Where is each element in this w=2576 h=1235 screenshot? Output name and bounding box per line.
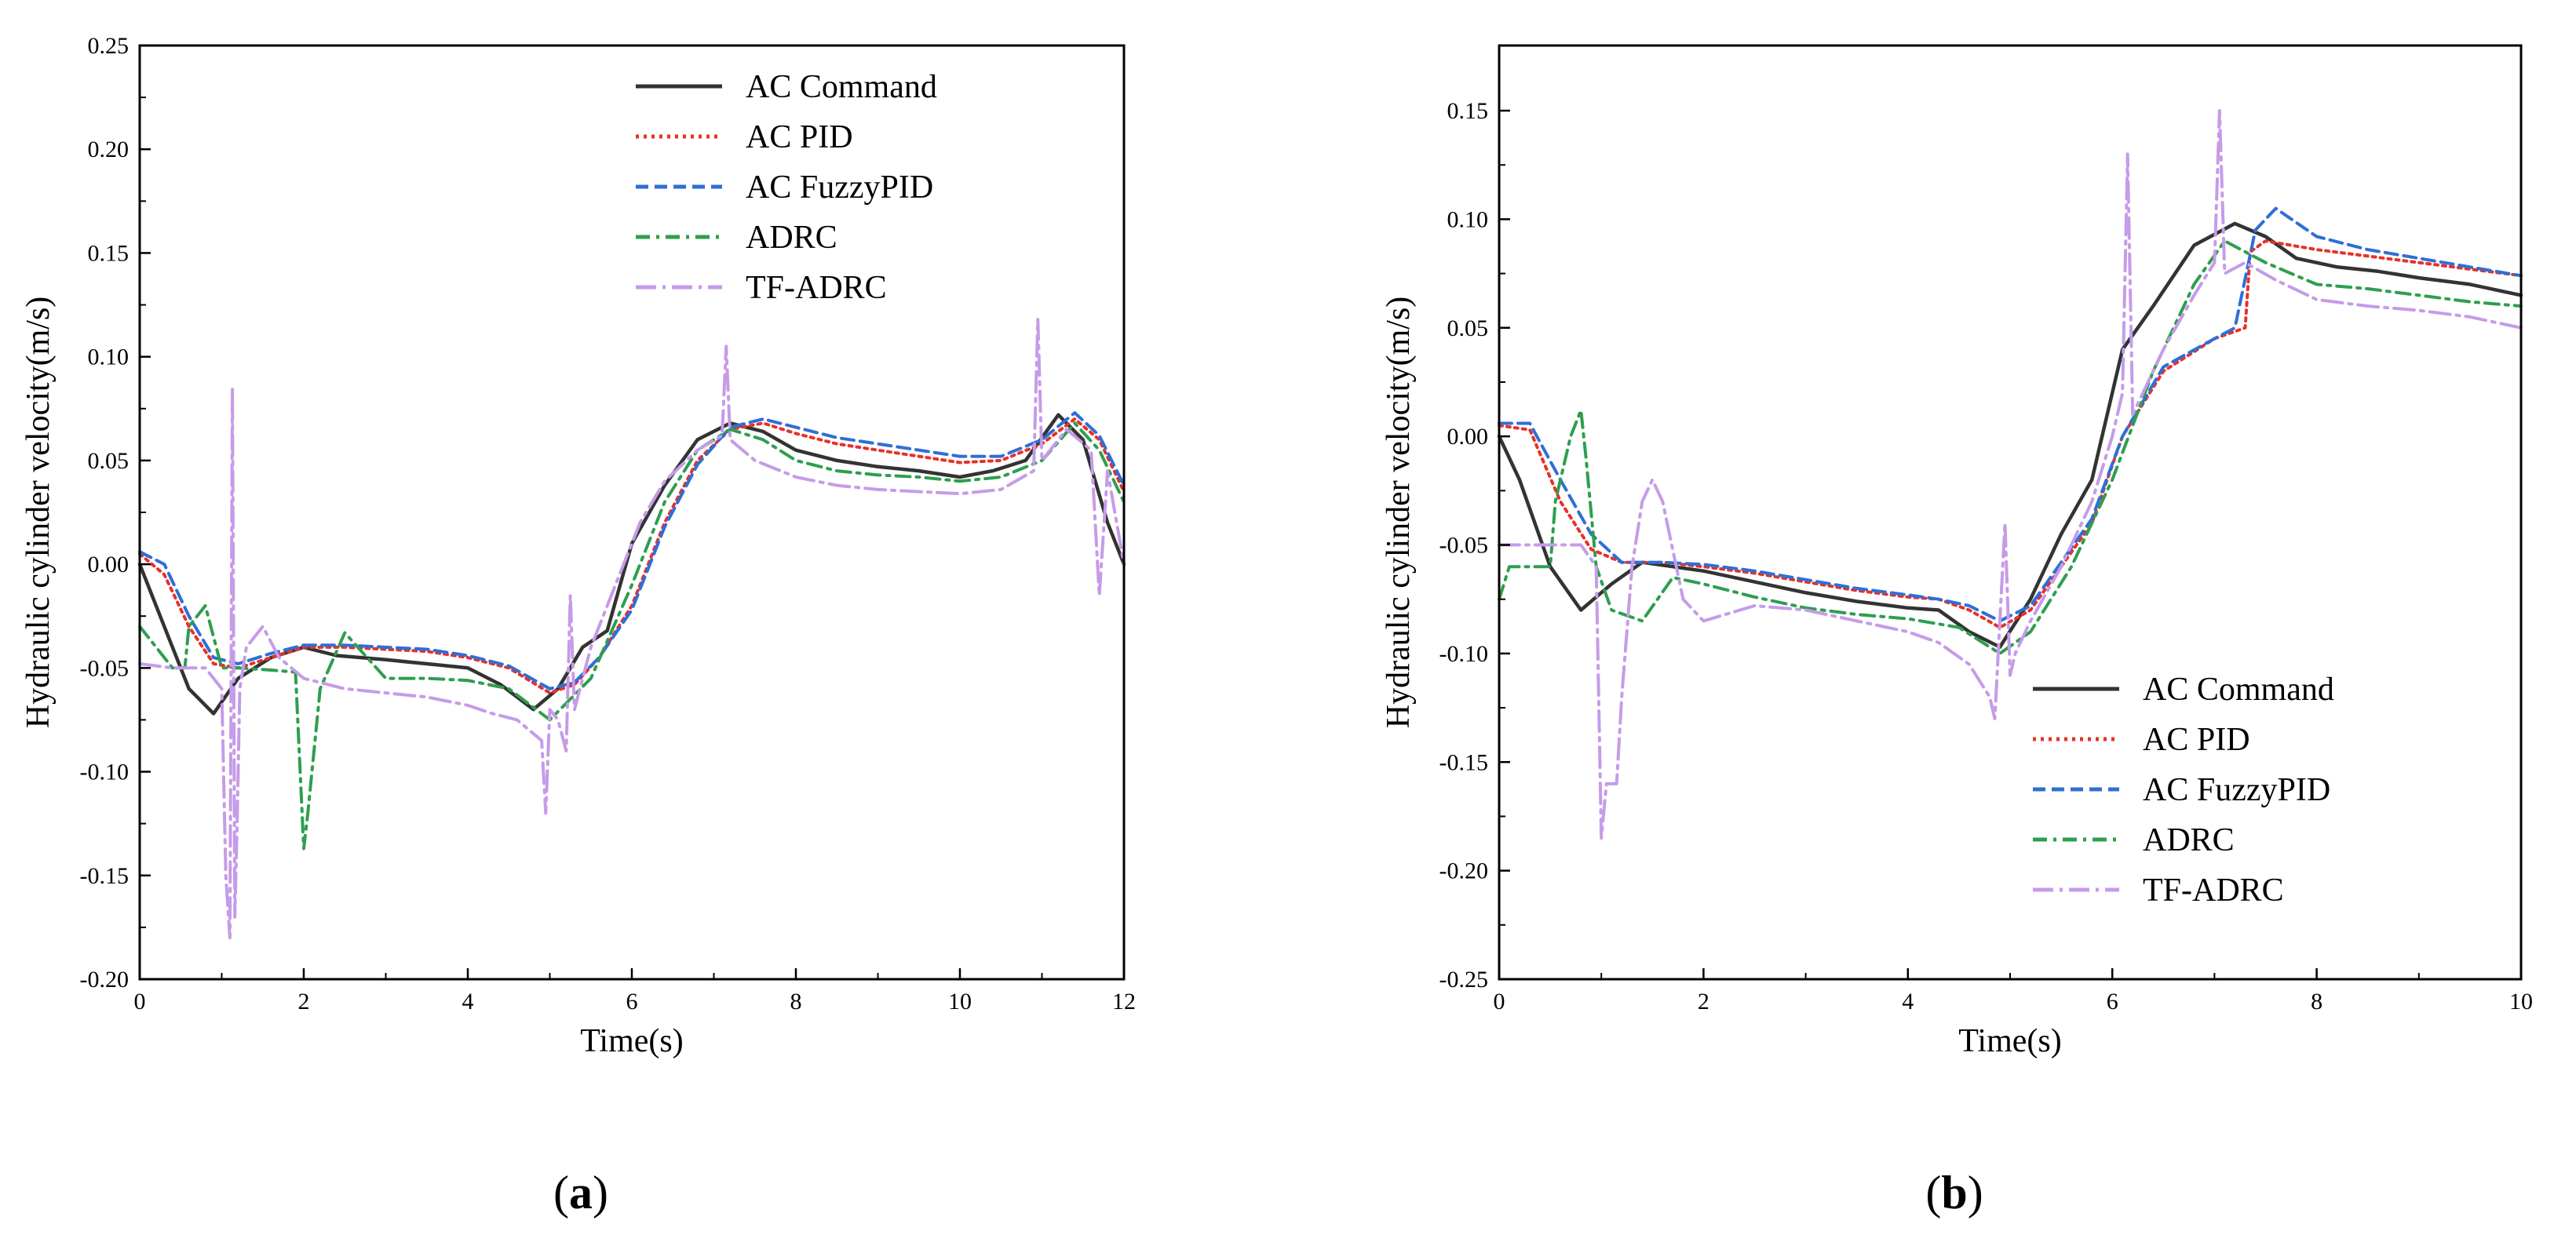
panel-a-plot-frame <box>138 44 1126 981</box>
panel-b-y-tick-label: -0.10 <box>1439 641 1489 667</box>
panel-a-y-tick-label: 0.20 <box>88 137 130 162</box>
panel-b-y-tick-label: 0.00 <box>1447 424 1489 450</box>
panel-b-series-adrc <box>1498 239 2523 655</box>
panel-a-y-tick-label: 0.00 <box>88 552 130 577</box>
panel-b-x-tick-label: 8 <box>2311 989 2322 1015</box>
panel-a-x-tick-label: 10 <box>948 989 972 1015</box>
panel-a-series-pid <box>138 417 1126 695</box>
panel-a-y-tick-label: -0.15 <box>80 863 130 889</box>
panel-b-series-tfadrc <box>1498 109 2523 840</box>
panel-a-letter: a <box>569 1167 593 1219</box>
panel-a-x-tick-label: 2 <box>298 989 310 1015</box>
panel-a-x-tick-label: 6 <box>626 989 638 1015</box>
panel-b-y-tick-label: -0.05 <box>1439 533 1489 559</box>
panel-a-y-tick-label: -0.10 <box>80 760 130 785</box>
panel-b-plot-frame <box>1498 44 2523 981</box>
panel-b-legend: AC Command AC PID AC FuzzyPID ADRC TF-ADRC <box>2033 672 2334 909</box>
panel-a-series-adrc <box>138 421 1126 851</box>
panel-b-legend-label-adrc: ADRC <box>2143 822 2235 858</box>
panel-b-x-tick-label: 2 <box>1698 989 1709 1015</box>
panel-a-series-tfadrc <box>138 318 1126 940</box>
panel-b-y-tick-label: -0.25 <box>1439 967 1489 993</box>
panel-b-legend-label-command: AC Command <box>2143 672 2334 708</box>
panel-a-y-tick-label: -0.20 <box>80 967 130 993</box>
panel-b-x-tick-label: 10 <box>2509 989 2533 1015</box>
panel-a-y-tick-label: -0.05 <box>80 655 130 681</box>
panel-a-y-tick-label: 0.15 <box>88 240 130 266</box>
panel-a-x-tick-label: 4 <box>462 989 474 1015</box>
panel-a-ticks <box>138 44 1126 981</box>
panel-a-x-tick-label: 12 <box>1112 989 1136 1015</box>
panel-b-y-tick-label: 0.10 <box>1447 206 1489 232</box>
panel-a-y-axis-title: Hydraulic cylinder velocity(m/s) <box>20 297 57 729</box>
panel-a-y-tick-label: 0.05 <box>88 448 130 474</box>
panel-b-ticks <box>1498 109 2523 981</box>
panel-a-legend-label-command: AC Command <box>746 69 937 105</box>
panel-b-series-fuzzypid <box>1498 206 2523 623</box>
panel-b-y-tick-label: 0.05 <box>1447 315 1489 341</box>
panel-a-legend-label-pid: AC PID <box>746 119 853 155</box>
panel-a: 0 2 4 6 8 10 12 -0.20 -0.15 -0.10 -0.05 0.00 0.05 0.1… <box>20 33 1136 1219</box>
panel-a-lines <box>137 318 1126 940</box>
panel-b-y-axis-title: Hydraulic cylinder velocity(m/s) <box>1381 297 1417 729</box>
panel-b-legend-label-pid: AC PID <box>2143 722 2250 758</box>
panel-b-x-axis-title: Time(s) <box>1958 1023 2061 1059</box>
panel-b-x-tick-label: 4 <box>1902 989 1914 1015</box>
panel-a-series-command <box>137 413 1126 716</box>
panel-a-x-axis-title: Time(s) <box>580 1023 683 1059</box>
panel-b-series-command <box>1497 221 2523 649</box>
panel-a-tick-labels: 0 2 4 6 8 10 12 -0.20 -0.15 -0.10 -0.05 0.00 0.05 0.1… <box>80 33 1137 1015</box>
panel-b-y-tick-label: -0.20 <box>1439 858 1489 884</box>
panel-a-label: (a) <box>553 1167 608 1219</box>
panel-a-x-tick-label: 8 <box>790 989 802 1015</box>
panel-b-x-tick-label: 6 <box>2107 989 2118 1015</box>
panel-a-legend-label-adrc: ADRC <box>746 220 837 256</box>
panel-b-y-tick-label: -0.15 <box>1439 749 1489 775</box>
panel-a-y-tick-label: 0.25 <box>88 33 130 59</box>
panel-b-legend-label-tfadrc: TF-ADRC <box>2143 873 2284 909</box>
panel-b-series-pid <box>1498 239 2523 629</box>
panel-a-series-fuzzypid <box>138 411 1126 690</box>
panel-b-y-tick-label: 0.15 <box>1447 98 1489 124</box>
panel-b-tick-labels: 0 2 4 6 8 10 -0.25 -0.20 -0.15 -0.10 -0.05 0.00 0.05… <box>1439 98 2534 1015</box>
panel-b-letter: b <box>1941 1167 1967 1219</box>
panel-a-legend-label-tfadrc: TF-ADRC <box>746 270 887 306</box>
panel-a-legend: AC Command AC PID AC FuzzyPID ADRC TF-ADRC <box>636 69 937 306</box>
panel-b-legend-label-fuzzypid: AC FuzzyPID <box>2143 772 2330 808</box>
panel-a-y-tick-label: 0.10 <box>88 344 130 370</box>
panel-a-x-tick-label: 0 <box>134 989 146 1015</box>
panel-b-lines <box>1497 109 2523 840</box>
panel-b-label: (b) <box>1925 1167 1983 1219</box>
panel-b-x-tick-label: 0 <box>1494 989 1505 1015</box>
panel-b: 0 2 4 6 8 10 -0.25 -0.20 -0.15 -0.10 -0.05 0.00 0.05… <box>1381 44 2534 1219</box>
panel-a-legend-label-fuzzypid: AC FuzzyPID <box>746 169 933 206</box>
